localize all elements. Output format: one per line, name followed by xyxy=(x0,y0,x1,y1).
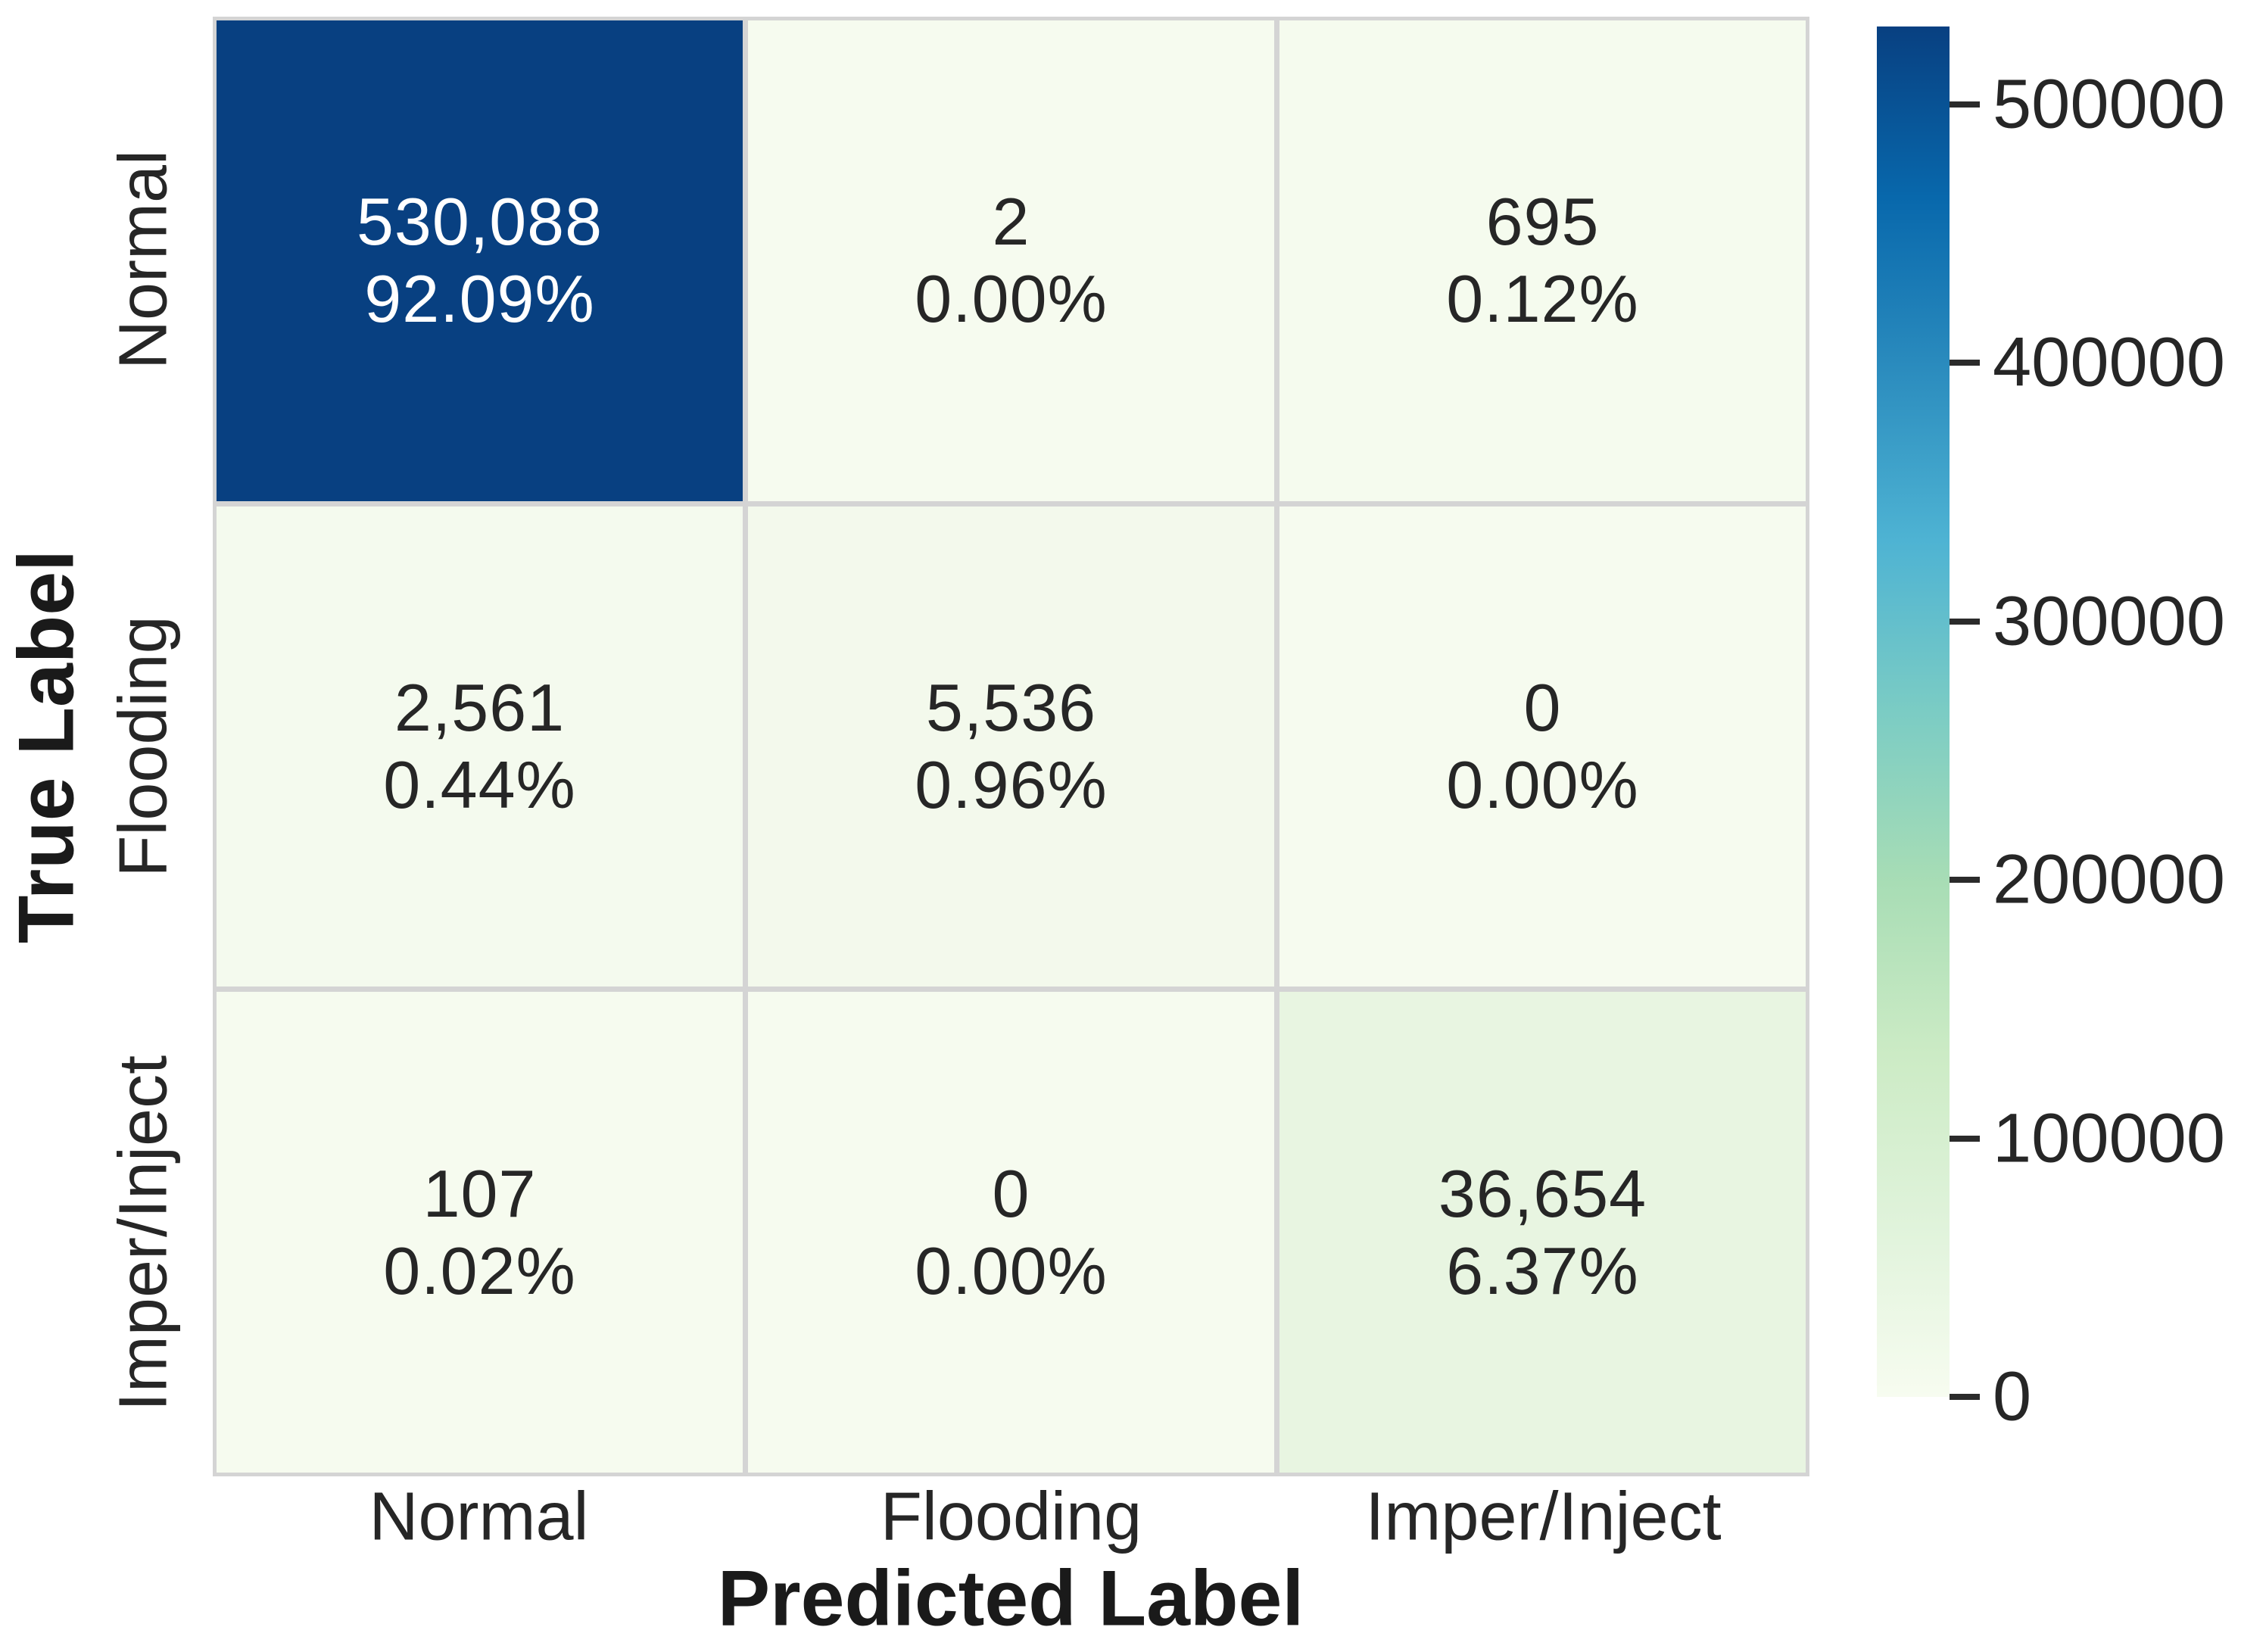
colorbar-gradient xyxy=(1877,26,1950,1397)
y-axis-label: True Label xyxy=(2,549,91,944)
heatmap-cell: 107 0.02% xyxy=(217,992,743,1473)
cell-count: 107 xyxy=(422,1155,537,1231)
cell-count: 530,088 xyxy=(356,184,603,260)
cell-count: 0 xyxy=(992,1155,1030,1231)
cell-percent: 0.00% xyxy=(915,261,1108,337)
colorbar-tick-label: 400000 xyxy=(1993,323,2225,401)
cell-percent: 0.96% xyxy=(915,747,1108,822)
y-tick-label: Flooding xyxy=(105,616,182,877)
cell-count: 695 xyxy=(1485,184,1600,260)
cell-percent: 0.44% xyxy=(383,747,576,822)
colorbar-tick-label: 500000 xyxy=(1993,65,2225,143)
cell-percent: 6.37% xyxy=(1446,1233,1639,1308)
heatmap-cell: 36,654 6.37% xyxy=(1279,992,1806,1473)
x-tick-label: Imper/Inject xyxy=(1365,1479,1722,1555)
heatmap-cell: 5,536 0.96% xyxy=(748,506,1274,987)
colorbar-tick-mark xyxy=(1950,1135,1980,1142)
cell-count: 5,536 xyxy=(925,669,1097,745)
cell-count: 0 xyxy=(1523,669,1562,745)
cell-count: 2,561 xyxy=(394,669,566,745)
cell-percent: 0.12% xyxy=(1446,261,1639,337)
cell-count: 36,654 xyxy=(1438,1155,1647,1231)
heatmap-cell: 530,088 92.09% xyxy=(217,20,743,501)
colorbar-tick-label: 300000 xyxy=(1993,582,2225,660)
cell-percent: 0.00% xyxy=(1446,747,1639,822)
cell-count: 2 xyxy=(992,184,1030,260)
colorbar-tick-mark xyxy=(1950,877,1980,884)
heatmap-cell: 0 0.00% xyxy=(1279,506,1806,987)
heatmap-cell: 2 0.00% xyxy=(748,20,1274,501)
y-tick-label: Normal xyxy=(105,150,182,370)
cell-percent: 92.09% xyxy=(364,261,595,337)
x-tick-label: Normal xyxy=(369,1479,589,1555)
x-tick-label: Flooding xyxy=(880,1479,1142,1555)
heatmap-cell: 0 0.00% xyxy=(748,992,1274,1473)
colorbar-tick-mark xyxy=(1950,618,1980,625)
heatmap-cell: 695 0.12% xyxy=(1279,20,1806,501)
heatmap-cell: 2,561 0.44% xyxy=(217,506,743,987)
colorbar-tick-mark xyxy=(1950,1394,1980,1400)
y-tick-label: Imper/Inject xyxy=(105,1055,182,1411)
cell-percent: 0.00% xyxy=(915,1233,1108,1308)
heatmap-grid: 530,088 92.09% 2 0.00% 695 0.12% 2,561 0.44% 5,5… xyxy=(213,17,1809,1476)
colorbar-tick-label: 200000 xyxy=(1993,840,2225,918)
colorbar-tick-mark xyxy=(1950,360,1980,366)
x-axis-label: Predicted Label xyxy=(717,1554,1304,1643)
cell-percent: 0.02% xyxy=(383,1233,576,1308)
colorbar-tick-mark xyxy=(1950,101,1980,108)
colorbar-tick-label: 0 xyxy=(1993,1357,2032,1435)
colorbar-tick-label: 100000 xyxy=(1993,1099,2225,1177)
